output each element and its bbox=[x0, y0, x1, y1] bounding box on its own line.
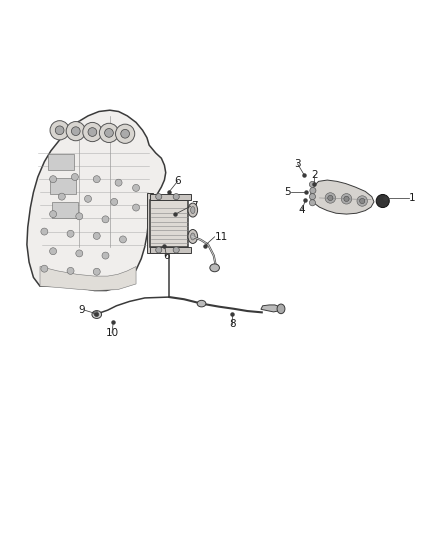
Circle shape bbox=[360, 198, 365, 204]
Bar bbox=[150, 247, 191, 253]
Bar bbox=[150, 193, 191, 200]
Circle shape bbox=[71, 127, 80, 135]
Circle shape bbox=[67, 230, 74, 237]
Circle shape bbox=[325, 193, 336, 203]
Ellipse shape bbox=[191, 207, 195, 214]
Circle shape bbox=[83, 123, 102, 142]
Circle shape bbox=[310, 188, 316, 193]
Circle shape bbox=[93, 232, 100, 239]
Ellipse shape bbox=[95, 312, 99, 317]
Ellipse shape bbox=[188, 203, 198, 217]
Polygon shape bbox=[311, 180, 374, 214]
Ellipse shape bbox=[197, 300, 206, 307]
Text: 3: 3 bbox=[294, 159, 301, 169]
Text: 2: 2 bbox=[311, 170, 318, 180]
Polygon shape bbox=[261, 305, 280, 312]
Circle shape bbox=[49, 211, 57, 217]
Circle shape bbox=[116, 124, 135, 143]
Bar bbox=[50, 179, 76, 193]
Text: 5: 5 bbox=[284, 187, 291, 197]
Circle shape bbox=[50, 120, 69, 140]
Ellipse shape bbox=[277, 304, 285, 313]
Circle shape bbox=[55, 126, 64, 135]
Circle shape bbox=[115, 179, 122, 186]
Ellipse shape bbox=[191, 233, 195, 240]
Circle shape bbox=[99, 123, 119, 142]
Circle shape bbox=[133, 204, 140, 211]
Circle shape bbox=[49, 248, 57, 255]
Circle shape bbox=[49, 176, 57, 183]
Circle shape bbox=[120, 236, 127, 243]
Ellipse shape bbox=[92, 311, 102, 318]
Circle shape bbox=[341, 193, 352, 204]
Text: 11: 11 bbox=[215, 232, 228, 242]
Circle shape bbox=[121, 130, 130, 138]
Circle shape bbox=[105, 128, 113, 138]
Bar bbox=[52, 203, 78, 217]
Circle shape bbox=[93, 268, 100, 275]
Text: 10: 10 bbox=[106, 328, 119, 338]
Circle shape bbox=[376, 195, 389, 207]
Circle shape bbox=[309, 200, 315, 206]
Circle shape bbox=[155, 193, 162, 200]
Circle shape bbox=[357, 196, 367, 206]
Circle shape bbox=[155, 247, 162, 253]
Bar bbox=[48, 154, 74, 169]
Circle shape bbox=[328, 195, 333, 200]
Circle shape bbox=[309, 181, 315, 188]
Circle shape bbox=[88, 128, 97, 136]
Circle shape bbox=[173, 193, 179, 200]
Circle shape bbox=[102, 216, 109, 223]
Polygon shape bbox=[147, 193, 152, 253]
Circle shape bbox=[85, 195, 92, 203]
Ellipse shape bbox=[188, 230, 198, 244]
Circle shape bbox=[94, 311, 98, 316]
Circle shape bbox=[76, 250, 83, 257]
Bar bbox=[150, 200, 188, 247]
Circle shape bbox=[93, 176, 100, 183]
Circle shape bbox=[71, 174, 78, 181]
Ellipse shape bbox=[210, 264, 219, 272]
Text: 6: 6 bbox=[174, 176, 181, 187]
Text: 1: 1 bbox=[409, 192, 416, 203]
Circle shape bbox=[67, 268, 74, 274]
Text: 6: 6 bbox=[163, 251, 170, 261]
Circle shape bbox=[66, 122, 85, 141]
Circle shape bbox=[41, 228, 48, 235]
Circle shape bbox=[344, 196, 349, 201]
Circle shape bbox=[111, 198, 118, 205]
Circle shape bbox=[309, 193, 315, 200]
Polygon shape bbox=[40, 266, 136, 290]
Circle shape bbox=[76, 213, 83, 220]
Circle shape bbox=[133, 184, 140, 191]
Polygon shape bbox=[27, 110, 166, 290]
Text: 9: 9 bbox=[78, 305, 85, 315]
Text: 8: 8 bbox=[229, 319, 235, 329]
Circle shape bbox=[102, 252, 109, 259]
Text: 4: 4 bbox=[299, 205, 305, 215]
Text: 7: 7 bbox=[191, 201, 197, 211]
Circle shape bbox=[173, 247, 179, 253]
Circle shape bbox=[41, 265, 48, 272]
Circle shape bbox=[58, 193, 65, 200]
